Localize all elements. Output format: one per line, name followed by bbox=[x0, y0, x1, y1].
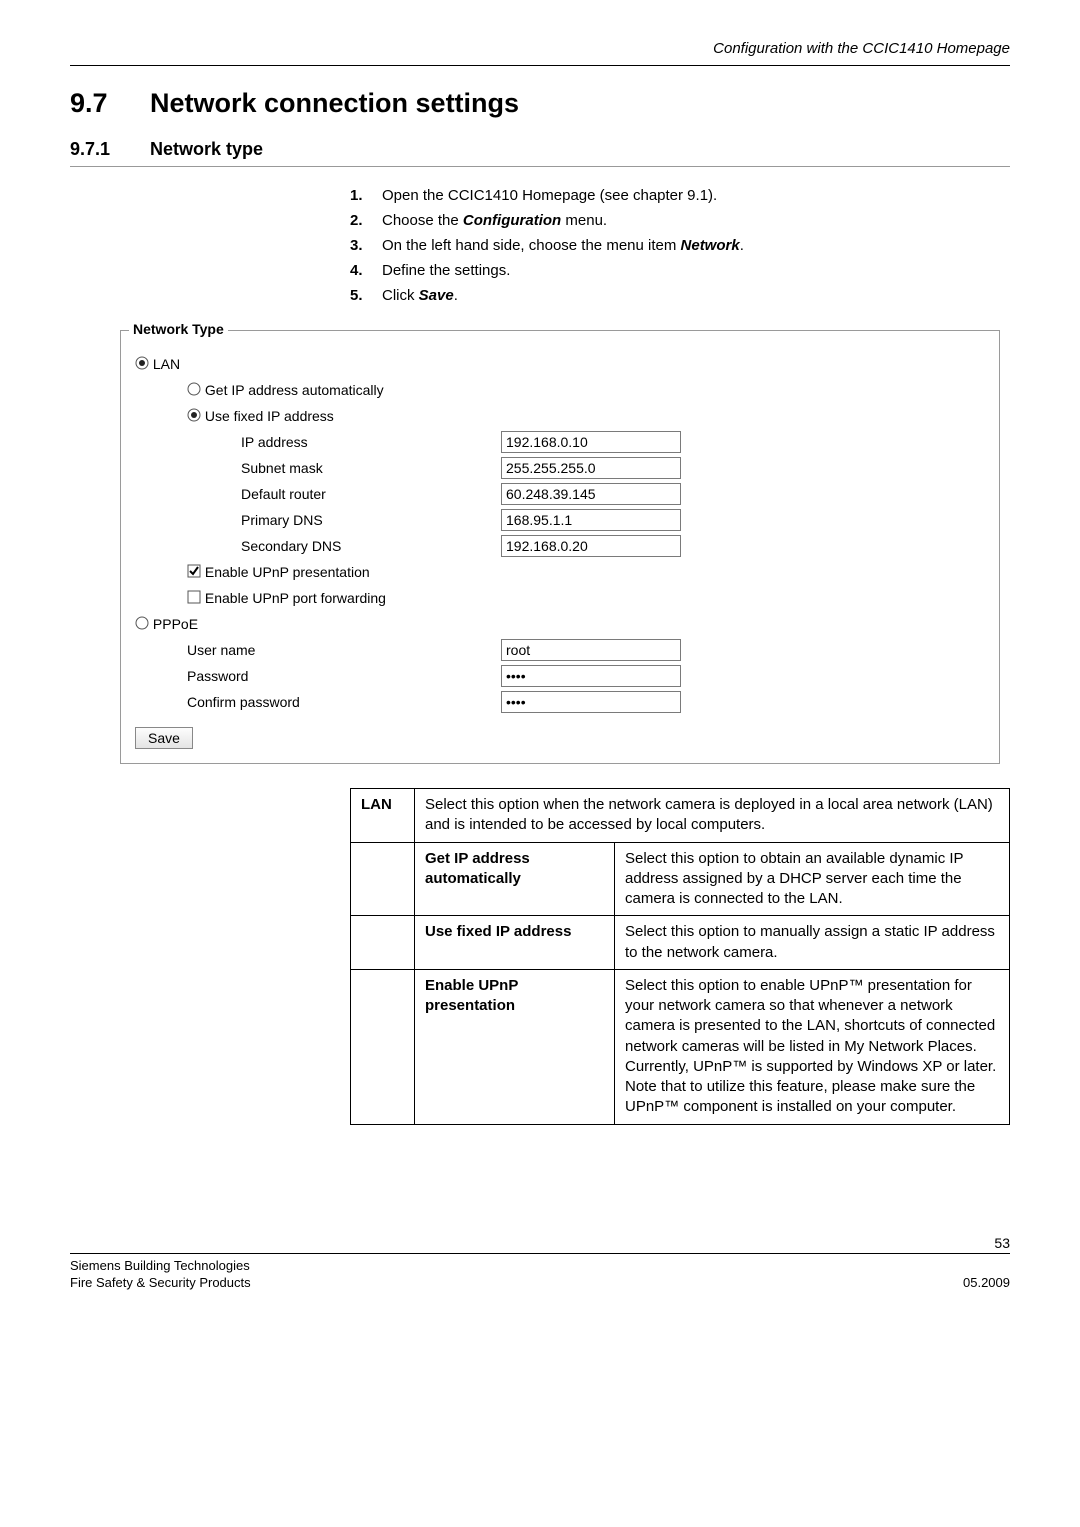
subsection-rule bbox=[70, 166, 1010, 167]
radio-selected-icon bbox=[135, 356, 149, 373]
ip-address-row: IP address bbox=[133, 429, 987, 455]
username-label: User name bbox=[187, 642, 501, 658]
section-number: 9.7 bbox=[70, 88, 150, 119]
step-text: Open the CCIC1410 Homepage (see chapter … bbox=[382, 187, 717, 204]
option-name-cell: Use fixed IP address bbox=[415, 916, 615, 970]
step-text: Define the settings. bbox=[382, 262, 510, 279]
section-title: Network connection settings bbox=[150, 88, 519, 118]
password-row: Password bbox=[133, 663, 987, 689]
username-row: User name bbox=[133, 637, 987, 663]
option-name-cell: Get IP address automatically bbox=[415, 842, 615, 916]
subsection-number: 9.7.1 bbox=[70, 139, 150, 160]
footer-left-2: Fire Safety & Security Products bbox=[70, 1275, 251, 1290]
step-text-post: . bbox=[454, 287, 458, 304]
option-name-cell: Enable UPnP presentation bbox=[415, 969, 615, 1124]
steps-list: 1.Open the CCIC1410 Homepage (see chapte… bbox=[350, 185, 1010, 306]
footer-right-2: 05.2009 bbox=[963, 1275, 1010, 1290]
subsection-heading: 9.7.1Network type bbox=[70, 139, 1010, 160]
header-rule bbox=[70, 65, 1010, 66]
header-context: Configuration with the CCIC1410 Homepage bbox=[70, 40, 1010, 57]
use-fixed-ip-radio-row[interactable]: Use fixed IP address bbox=[133, 403, 987, 429]
step-2: 2.Choose the Configuration menu. bbox=[350, 210, 1010, 231]
step-1: 1.Open the CCIC1410 Homepage (see chapte… bbox=[350, 185, 1010, 206]
password-label: Password bbox=[187, 668, 501, 684]
save-button[interactable]: Save bbox=[135, 727, 193, 749]
step-4: 4.Define the settings. bbox=[350, 260, 1010, 281]
option-desc-cell: Select this option to obtain an availabl… bbox=[615, 842, 1010, 916]
table-row: Get IP address automatically Select this… bbox=[351, 842, 1010, 916]
step-text: Click bbox=[382, 287, 419, 304]
footer-rule bbox=[70, 1253, 1010, 1254]
step-text-post: . bbox=[740, 237, 744, 254]
description-table: LAN Select this option when the network … bbox=[350, 788, 1010, 1125]
step-num: 2. bbox=[350, 210, 382, 231]
confirm-password-input[interactable] bbox=[501, 691, 681, 713]
step-num: 3. bbox=[350, 235, 382, 256]
step-text: On the left hand side, choose the menu i… bbox=[382, 237, 681, 254]
step-5: 5.Click Save. bbox=[350, 285, 1010, 306]
radio-unselected-icon bbox=[187, 382, 201, 399]
lan-head-cell: LAN bbox=[351, 789, 415, 843]
page-number: 53 bbox=[70, 1235, 1010, 1251]
subnet-input[interactable] bbox=[501, 457, 681, 479]
checkbox-unchecked-icon bbox=[187, 590, 201, 607]
lan-label: LAN bbox=[153, 356, 180, 372]
page-footer: 53 Siemens Building Technologies Fire Sa… bbox=[70, 1235, 1010, 1290]
upnp-forwarding-row[interactable]: Enable UPnP port forwarding bbox=[133, 585, 987, 611]
router-input[interactable] bbox=[501, 483, 681, 505]
section-heading: 9.7Network connection settings bbox=[70, 88, 1010, 119]
step-text-post: menu. bbox=[561, 212, 607, 229]
pppoe-radio-row[interactable]: PPPoE bbox=[133, 611, 987, 637]
table-row: Enable UPnP presentation Select this opt… bbox=[351, 969, 1010, 1124]
step-num: 4. bbox=[350, 260, 382, 281]
upnp-presentation-row[interactable]: Enable UPnP presentation bbox=[133, 559, 987, 585]
get-ip-label: Get IP address automatically bbox=[205, 382, 384, 398]
upnp-fwd-label: Enable UPnP port forwarding bbox=[205, 590, 386, 606]
ip-address-input[interactable] bbox=[501, 431, 681, 453]
ip-address-label: IP address bbox=[241, 434, 501, 450]
secondary-dns-row: Secondary DNS bbox=[133, 533, 987, 559]
network-type-form: Network Type LAN Get IP address automati… bbox=[120, 330, 1000, 764]
router-row: Default router bbox=[133, 481, 987, 507]
step-bold: Save bbox=[419, 287, 454, 304]
confirm-password-label: Confirm password bbox=[187, 694, 501, 710]
step-text: Choose the bbox=[382, 212, 463, 229]
use-fixed-label: Use fixed IP address bbox=[205, 408, 334, 424]
subnet-label: Subnet mask bbox=[241, 460, 501, 476]
step-num: 5. bbox=[350, 285, 382, 306]
empty-cell bbox=[351, 969, 415, 1124]
router-label: Default router bbox=[241, 486, 501, 502]
step-num: 1. bbox=[350, 185, 382, 206]
secondary-dns-label: Secondary DNS bbox=[241, 538, 501, 554]
subsection-title: Network type bbox=[150, 139, 263, 159]
option-desc-cell: Select this option to enable UPnP™ prese… bbox=[615, 969, 1010, 1124]
checkbox-checked-icon bbox=[187, 564, 201, 581]
step-bold: Configuration bbox=[463, 212, 561, 229]
radio-unselected-icon bbox=[135, 616, 149, 633]
primary-dns-input[interactable] bbox=[501, 509, 681, 531]
table-row: Use fixed IP address Select this option … bbox=[351, 916, 1010, 970]
form-legend: Network Type bbox=[129, 321, 228, 337]
password-input[interactable] bbox=[501, 665, 681, 687]
radio-selected-icon bbox=[187, 408, 201, 425]
footer-left-1: Siemens Building Technologies bbox=[70, 1258, 250, 1273]
upnp-pres-label: Enable UPnP presentation bbox=[205, 564, 370, 580]
empty-cell bbox=[351, 916, 415, 970]
secondary-dns-input[interactable] bbox=[501, 535, 681, 557]
step-3: 3.On the left hand side, choose the menu… bbox=[350, 235, 1010, 256]
table-row: LAN Select this option when the network … bbox=[351, 789, 1010, 843]
primary-dns-row: Primary DNS bbox=[133, 507, 987, 533]
pppoe-label: PPPoE bbox=[153, 616, 198, 632]
lan-radio-row[interactable]: LAN bbox=[133, 351, 987, 377]
confirm-password-row: Confirm password bbox=[133, 689, 987, 715]
step-bold: Network bbox=[681, 237, 740, 254]
option-desc-cell: Select this option to manually assign a … bbox=[615, 916, 1010, 970]
get-ip-auto-radio-row[interactable]: Get IP address automatically bbox=[133, 377, 987, 403]
primary-dns-label: Primary DNS bbox=[241, 512, 501, 528]
username-input[interactable] bbox=[501, 639, 681, 661]
empty-cell bbox=[351, 842, 415, 916]
lan-desc-cell: Select this option when the network came… bbox=[415, 789, 1010, 843]
subnet-row: Subnet mask bbox=[133, 455, 987, 481]
